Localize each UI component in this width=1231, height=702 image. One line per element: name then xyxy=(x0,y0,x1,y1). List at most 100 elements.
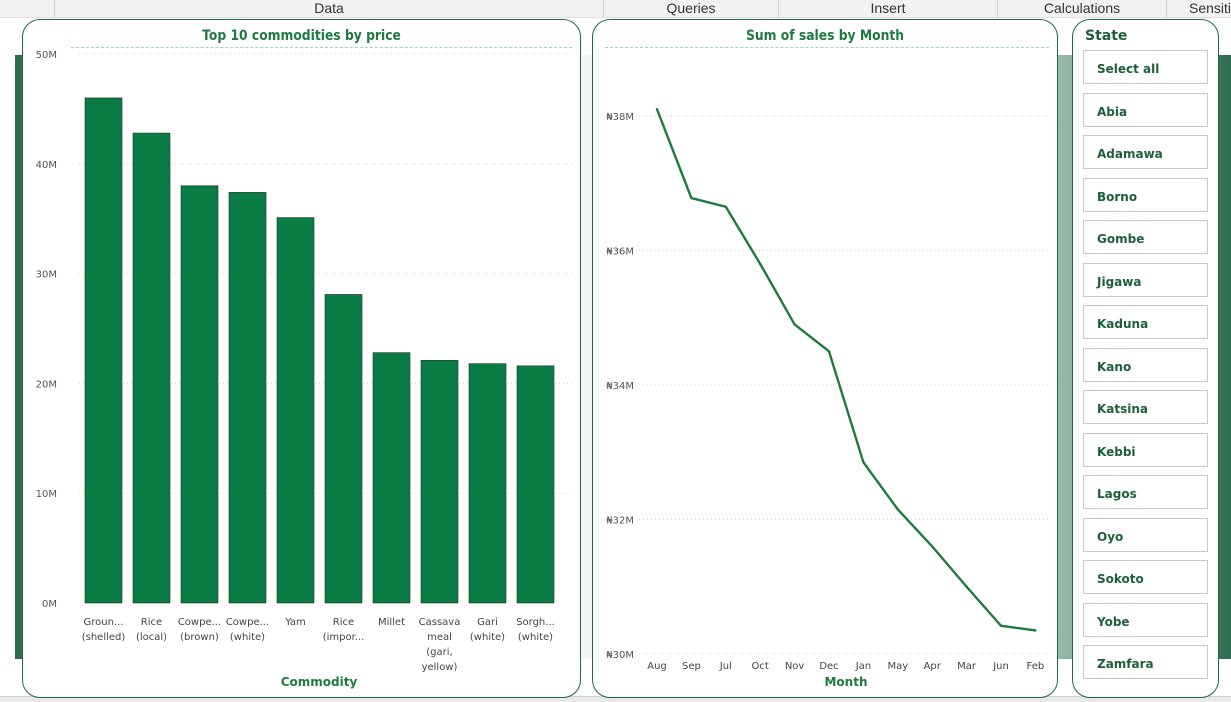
x-axis-title: Month xyxy=(824,675,867,689)
bar xyxy=(180,185,219,604)
x-tick-label: Nov xyxy=(785,661,805,672)
data-point xyxy=(690,196,693,200)
ribbon-divider xyxy=(997,0,998,18)
x-tick-label-line: (impor... xyxy=(323,632,365,643)
x-tick-label: Dec xyxy=(819,661,838,672)
bar xyxy=(468,363,507,604)
bar xyxy=(324,294,363,604)
title-underline xyxy=(71,47,572,48)
ribbon-tab-queries[interactable]: Queries xyxy=(666,0,716,16)
y-tick-label: ₦34M xyxy=(606,381,634,392)
data-point xyxy=(793,323,796,326)
y-tick-label: 40M xyxy=(36,160,57,171)
line-chart: ₦30M ₦32M ₦34M ₦36M ₦38M Aug Sep Jul Oct Nov Dec Ja… xyxy=(606,108,1049,689)
x-tick-label-line: (white) xyxy=(230,632,265,643)
ribbon-tab-calculations[interactable]: Calculations xyxy=(1043,0,1121,16)
bar xyxy=(84,97,123,604)
x-axis-title: Commodity xyxy=(281,675,358,689)
bar xyxy=(276,217,315,604)
line-chart-card[interactable]: Sum of sales by Month ₦30M ₦32M ₦34M ₦36M ₦3… xyxy=(592,19,1058,698)
x-tick-label: Jun xyxy=(992,661,1009,672)
x-tick-label-line: (shelled) xyxy=(82,632,126,643)
x-tick-label: Cassava meal (gari, yellow) xyxy=(419,617,461,673)
slicer-item-borno[interactable]: Borno xyxy=(1083,177,1208,212)
slicer-item-adamawa[interactable]: Adamawa xyxy=(1083,135,1208,169)
x-tick-label: Rice (local) xyxy=(136,617,167,643)
ribbon-divider xyxy=(603,0,604,18)
slicer-item-abia[interactable]: Abia xyxy=(1083,92,1208,127)
x-tick-label-line: (white) xyxy=(518,632,553,643)
x-tick-label: Sorgh... (white) xyxy=(516,617,555,643)
y-tick-label: 30M xyxy=(36,270,57,281)
bar xyxy=(516,365,555,604)
slicer-item-katsina[interactable]: Katsina xyxy=(1083,390,1208,424)
data-point xyxy=(896,508,899,511)
slicer-item-jigawa[interactable]: Jigawa xyxy=(1083,262,1208,297)
ribbon-tab-data[interactable]: Data xyxy=(314,0,344,16)
x-tick-label-line: Sorgh... xyxy=(516,617,555,628)
x-tick-label-line: (brown) xyxy=(180,632,219,643)
x-tick-label-line: (local) xyxy=(136,632,167,643)
x-tick-label-line: Yam xyxy=(284,617,306,628)
x-tick-label-line: Groun... xyxy=(84,617,124,628)
ribbon-bar: Data Queries Insert Calculations Sensiti xyxy=(0,0,1231,18)
x-tick-label: Yam xyxy=(284,617,306,628)
x-tick-label-line: meal xyxy=(427,632,452,643)
x-tick-label: Cowpe... (white) xyxy=(226,617,269,643)
x-tick-label: Groun... (shelled) xyxy=(82,617,126,643)
bar xyxy=(420,360,459,604)
y-tick-label: 10M xyxy=(36,489,57,500)
slicer-item-zamfara[interactable]: Zamfara xyxy=(1083,645,1208,679)
x-tick-label-line: (white) xyxy=(470,632,505,643)
data-point xyxy=(724,205,727,208)
x-tick-label: Oct xyxy=(752,661,769,672)
x-tick-label: Sep xyxy=(682,661,701,672)
title-underline xyxy=(605,47,1049,48)
ribbon-divider xyxy=(54,0,55,18)
data-point xyxy=(965,585,968,588)
x-tick-label: Jan xyxy=(855,661,871,672)
slicer-item-kaduna[interactable]: Kaduna xyxy=(1083,305,1208,339)
data-point xyxy=(1034,629,1037,632)
x-tick-label-line: Millet xyxy=(378,617,405,628)
bar xyxy=(228,192,267,604)
bar-chart-title: Top 10 commodities by price xyxy=(202,28,401,44)
x-tick-label: Rice (impor... xyxy=(323,617,365,643)
slicer-item-kano[interactable]: Kano xyxy=(1083,347,1208,382)
slicer-item-select-all[interactable]: Select all xyxy=(1083,50,1208,84)
data-point xyxy=(759,262,762,266)
slicer-item-yobe[interactable]: Yobe xyxy=(1083,602,1208,637)
slicer-item-gombe[interactable]: Gombe xyxy=(1083,220,1208,254)
x-tick-label: Mar xyxy=(957,661,977,672)
slicer-item-lagos[interactable]: Lagos xyxy=(1083,475,1208,509)
slicer-item-oyo[interactable]: Oyo xyxy=(1083,517,1208,552)
y-tick-label: 50M xyxy=(36,50,57,61)
x-tick-label: Gari (white) xyxy=(470,617,505,643)
sales-line xyxy=(655,108,1036,632)
data-point xyxy=(655,108,659,111)
x-tick-label-line: Cassava xyxy=(419,617,461,628)
slicer-title: State xyxy=(1085,28,1128,44)
ribbon-tab-sensitivity[interactable]: Sensiti xyxy=(1189,0,1231,16)
x-tick-label-line: yellow) xyxy=(422,662,458,673)
y-tick-label: ₦32M xyxy=(606,515,634,526)
x-tick-label-line: Cowpe... xyxy=(226,617,269,628)
ribbon-tab-insert[interactable]: Insert xyxy=(870,0,906,16)
bar-chart-card[interactable]: Top 10 commodities by price 0M 10M 20M 30M 4… xyxy=(22,19,581,698)
slicer-item-kebbi[interactable]: Kebbi xyxy=(1083,432,1208,467)
x-tick-label: May xyxy=(887,661,908,672)
state-slicer-card: State Select all Abia Adamawa Borno Gombe Jig… xyxy=(1072,19,1219,698)
slicer-item-sokoto[interactable]: Sokoto xyxy=(1083,560,1208,594)
ribbon-divider xyxy=(778,0,779,18)
y-tick-label: ₦30M xyxy=(606,650,634,661)
bar-chart: 0M 10M 20M 30M 40M 50M Groun... (shelled) Rice (l… xyxy=(36,50,575,689)
data-point xyxy=(931,545,934,548)
x-tick-label: Feb xyxy=(1027,661,1045,672)
bar xyxy=(372,352,411,604)
y-tick-label: 0M xyxy=(42,599,57,610)
x-tick-label-line: (gari, xyxy=(426,647,452,658)
x-tick-label: Aug xyxy=(647,661,667,672)
y-tick-label: ₦38M xyxy=(606,112,634,123)
x-tick-label-line: Rice xyxy=(141,617,162,628)
bar xyxy=(132,132,171,604)
